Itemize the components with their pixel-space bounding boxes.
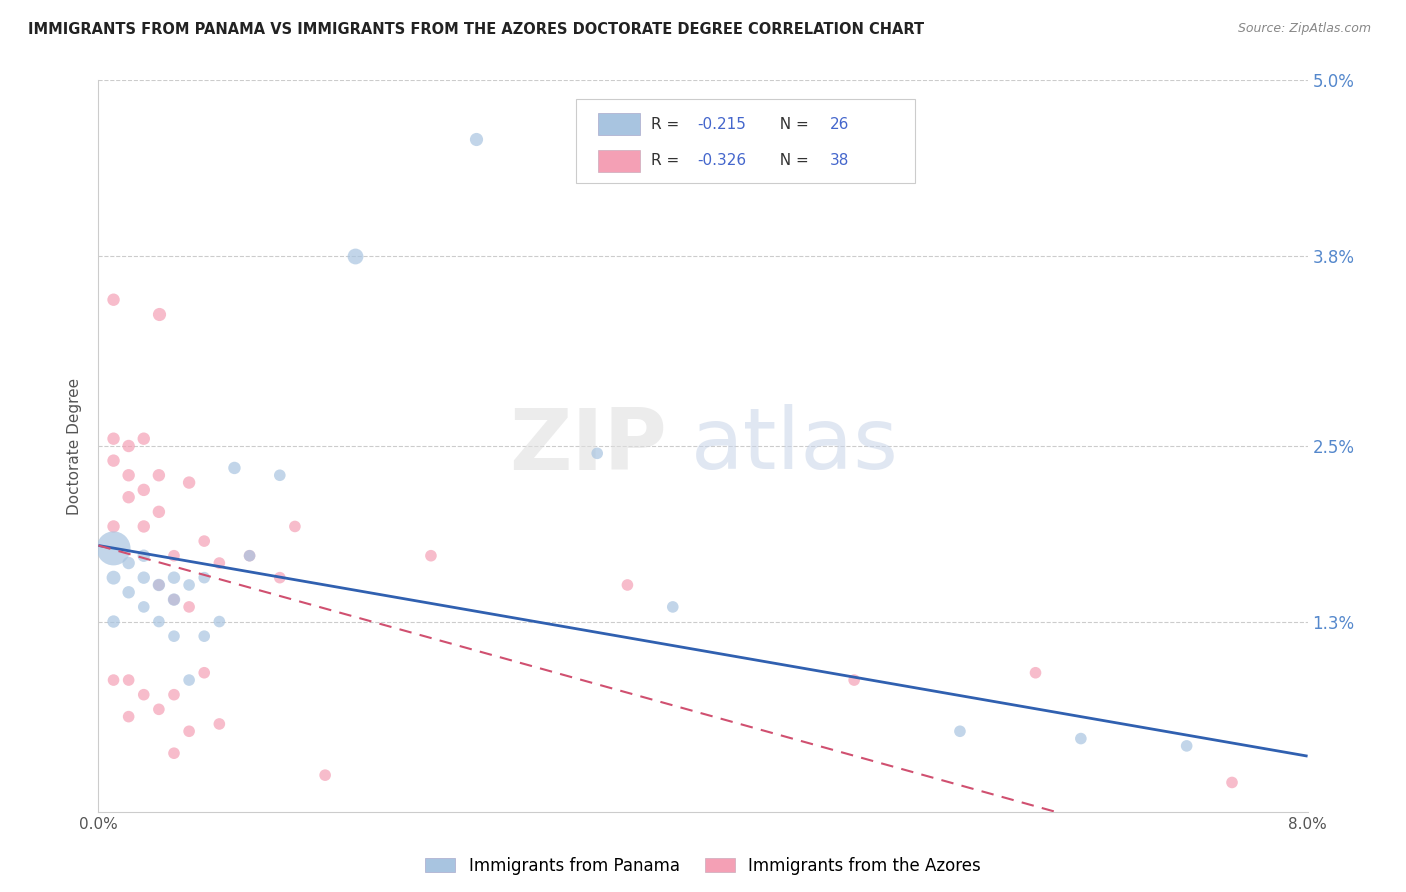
Text: Source: ZipAtlas.com: Source: ZipAtlas.com: [1237, 22, 1371, 36]
Point: [132, 599, 155, 614]
Point: [284, 519, 307, 533]
Point: [1025, 665, 1047, 680]
Point: [118, 439, 141, 453]
Point: [163, 592, 186, 607]
Point: [193, 629, 215, 643]
Point: [132, 519, 155, 533]
Point: [103, 571, 125, 585]
Text: IMMIGRANTS FROM PANAMA VS IMMIGRANTS FROM THE AZORES DOCTORATE DEGREE CORRELATIO: IMMIGRANTS FROM PANAMA VS IMMIGRANTS FRO…: [28, 22, 924, 37]
Point: [224, 461, 246, 475]
Point: [208, 556, 231, 570]
Point: [163, 549, 186, 563]
Point: [148, 505, 170, 519]
Point: [163, 571, 186, 585]
Point: [239, 549, 262, 563]
Point: [103, 453, 125, 467]
Point: [1070, 731, 1092, 746]
Point: [118, 556, 141, 570]
Point: [208, 717, 231, 731]
Point: [179, 724, 201, 739]
Point: [314, 768, 336, 782]
Point: [163, 629, 186, 643]
Point: [132, 688, 155, 702]
Point: [1175, 739, 1198, 753]
Point: [179, 578, 201, 592]
Point: [103, 432, 125, 446]
Point: [269, 468, 291, 483]
Point: [208, 615, 231, 629]
Point: [269, 571, 291, 585]
Text: atlas: atlas: [690, 404, 898, 488]
Text: R =: R =: [651, 153, 685, 169]
Point: [103, 293, 125, 307]
Point: [132, 571, 155, 585]
Point: [616, 578, 638, 592]
Point: [103, 615, 125, 629]
Point: [163, 592, 186, 607]
FancyBboxPatch shape: [598, 150, 640, 171]
Point: [103, 519, 125, 533]
Point: [179, 599, 201, 614]
Legend: Immigrants from Panama, Immigrants from the Azores: Immigrants from Panama, Immigrants from …: [425, 856, 981, 875]
Point: [148, 578, 170, 592]
Text: -0.215: -0.215: [697, 117, 745, 132]
Point: [148, 307, 170, 321]
Text: 26: 26: [830, 117, 849, 132]
Point: [465, 132, 488, 146]
Point: [132, 432, 155, 446]
Y-axis label: Doctorate Degree: Doctorate Degree: [67, 377, 83, 515]
Point: [148, 702, 170, 716]
Point: [193, 665, 215, 680]
Point: [118, 490, 141, 504]
Text: -0.326: -0.326: [697, 153, 747, 169]
Point: [239, 549, 262, 563]
Point: [586, 446, 609, 460]
Point: [420, 549, 443, 563]
Point: [1220, 775, 1243, 789]
Text: N =: N =: [769, 117, 813, 132]
Point: [844, 673, 866, 687]
Point: [163, 746, 186, 760]
Point: [148, 578, 170, 592]
Point: [118, 709, 141, 723]
Point: [179, 475, 201, 490]
Text: ZIP: ZIP: [509, 404, 666, 488]
Point: [949, 724, 972, 739]
FancyBboxPatch shape: [576, 99, 915, 183]
Text: N =: N =: [769, 153, 813, 169]
Point: [148, 615, 170, 629]
Point: [148, 468, 170, 483]
Text: R =: R =: [651, 117, 685, 132]
Point: [103, 541, 125, 556]
Point: [118, 468, 141, 483]
Point: [118, 673, 141, 687]
Point: [132, 483, 155, 497]
Point: [344, 249, 367, 263]
Point: [179, 673, 201, 687]
Point: [193, 571, 215, 585]
Point: [132, 549, 155, 563]
Point: [118, 585, 141, 599]
Point: [661, 599, 683, 614]
FancyBboxPatch shape: [598, 113, 640, 136]
Text: 38: 38: [830, 153, 849, 169]
Point: [193, 534, 215, 549]
Point: [103, 673, 125, 687]
Point: [163, 688, 186, 702]
